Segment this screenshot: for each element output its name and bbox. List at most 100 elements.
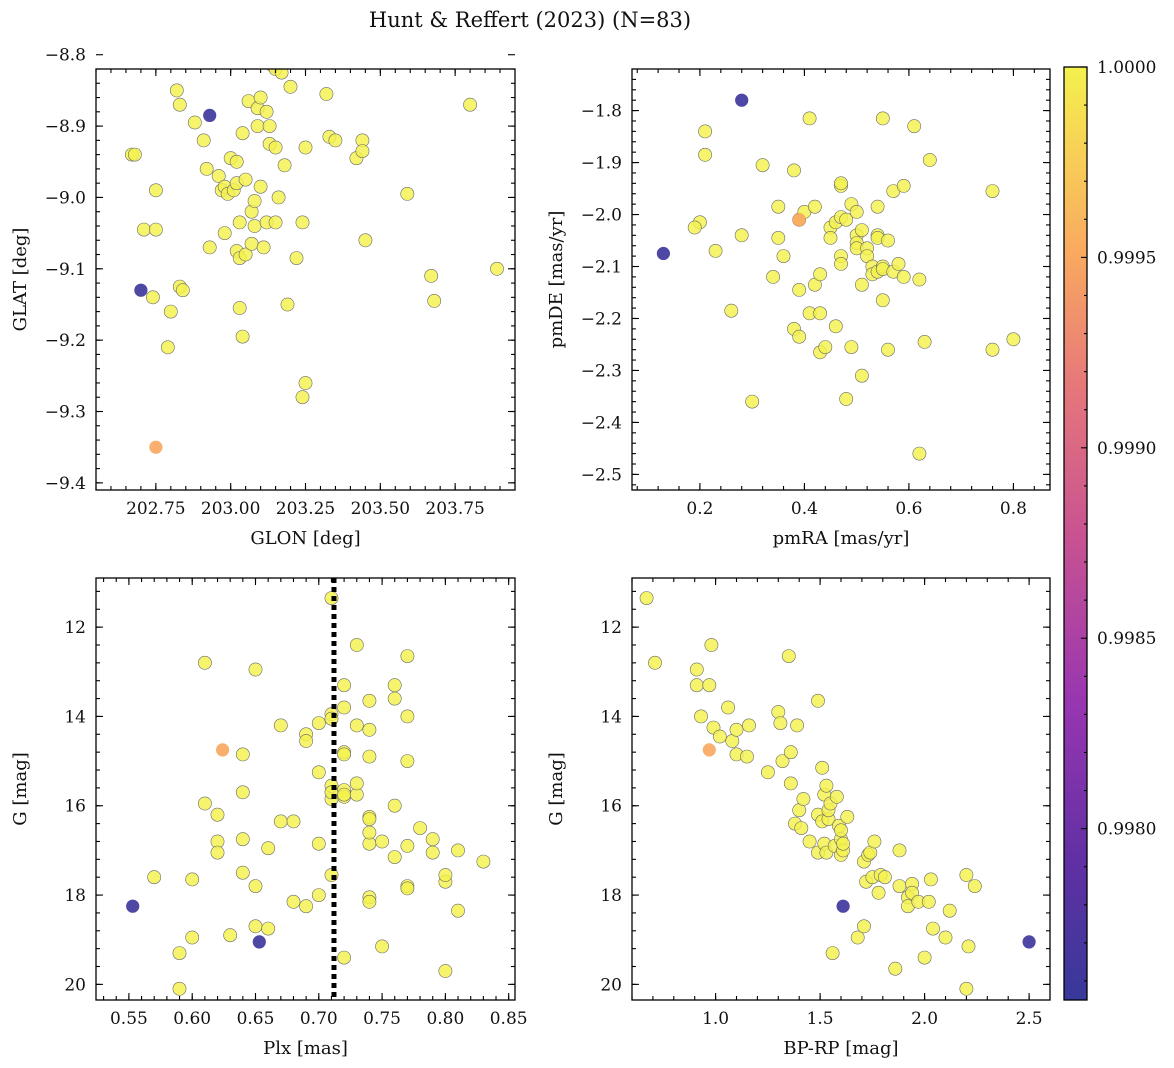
data-point [375,939,389,954]
data-point [253,179,268,194]
data-point [532,187,545,200]
y-tick-label: −2.3 [581,361,622,381]
y-tick-label: −9.4 [45,474,86,494]
y-tick-label: −2.4 [581,413,622,433]
y-tick-label: −1.9 [581,154,622,174]
x-tick-label: 0.75 [363,1009,401,1029]
data-point [248,662,263,677]
data-point [724,303,739,318]
data-point [169,83,184,98]
data-point [235,785,250,800]
y-tick-label: −8.9 [45,117,86,137]
data-point [337,700,351,715]
data-point [244,236,259,251]
y-tick-label: −9.3 [45,403,86,423]
data-point [912,446,927,461]
data-point [783,776,798,791]
panel-4: 1.0 1.5 2.0 2.5 12 14 16 18 20 BP-RP [mag] G [mag] [546,577,1051,1059]
data-point [438,868,453,882]
data-point [328,133,343,148]
colorbar-tick-label: 0.9980 [1097,820,1156,840]
x-tick-label: 203.00 [201,499,260,519]
x-tick-label: 0.70 [300,1009,338,1029]
data-point [424,268,439,283]
data-point [175,283,190,298]
data-point [771,199,786,214]
data-point [235,832,250,847]
data-point [299,899,313,914]
data-point [206,55,219,68]
data-point [203,108,217,122]
data-point [286,894,301,909]
data-point [961,939,976,954]
data-point [299,734,313,748]
data-point [967,879,982,893]
colorbar-tick-label: 0.9985 [1097,629,1156,649]
data-point [740,749,754,764]
data-point [794,821,809,835]
data-point [815,760,830,775]
data-point [311,888,326,902]
data-point [867,834,882,849]
data-point [698,124,712,139]
data-point [792,282,807,297]
data-point [896,178,911,193]
x-tick-label: 0.60 [173,1009,211,1029]
axes-frame [631,577,1051,1001]
data-point [217,226,232,240]
data-point [127,147,142,162]
x-tick-label: 0.85 [490,1009,528,1029]
data-point [311,716,326,730]
data-point [870,199,885,214]
data-point [280,297,295,312]
data-point [702,678,717,693]
data-point [689,678,704,693]
data-point [247,219,262,233]
data-point [197,655,212,670]
data-point [881,342,895,357]
data-point [924,872,938,887]
y-tick-label: −9.2 [45,331,86,351]
data-point [836,899,850,913]
data-point [855,277,869,292]
data-point [148,222,163,237]
data-point [298,376,313,390]
data-point [238,247,253,262]
data-point [172,946,187,960]
data-point [427,293,442,308]
data-point [802,111,817,126]
data-point [783,745,798,760]
data-point [413,821,427,835]
y-tick-label: −2.0 [581,206,622,226]
x-axis-label: GLON [deg] [250,528,360,549]
data-point [229,154,244,169]
data-point [400,881,415,896]
axes-frame [95,577,516,1001]
data-point [238,172,253,187]
data-point [337,678,351,693]
data-point [729,722,744,737]
data-point [355,144,370,158]
data-point [775,754,790,768]
data-point [892,879,907,893]
data-point [811,693,825,708]
data-point [849,204,864,219]
data-point [235,865,250,880]
data-point [773,716,788,730]
data-point [273,718,288,733]
data-point [268,215,283,230]
points-group [124,55,545,454]
x-axis-label: pmRA [mas/yr] [773,528,910,549]
x-tick-label: 2.5 [1016,1009,1043,1029]
data-point [163,304,178,319]
data-point [358,233,373,248]
data-point [295,215,310,230]
data-point [755,158,770,173]
data-point [463,97,477,112]
data-point [1006,332,1021,347]
data-point [878,870,892,885]
data-point [262,119,277,133]
data-point [216,743,230,757]
data-point [476,854,491,869]
data-point [259,104,274,119]
